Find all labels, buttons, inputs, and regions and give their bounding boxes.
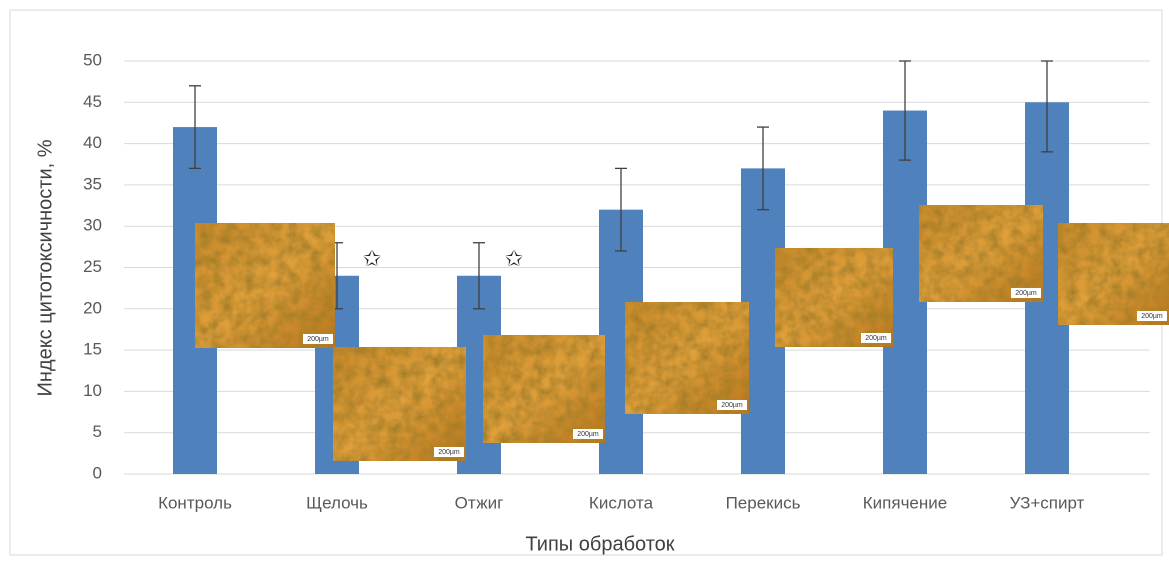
error-bar xyxy=(189,85,201,170)
x-tick-label: Щелочь xyxy=(306,493,368,512)
x-tick-label: УЗ+спирт xyxy=(1010,493,1085,512)
significance-marker: ✩ xyxy=(505,246,523,271)
scale-label: 200µm xyxy=(577,431,599,438)
scale-label: 200µm xyxy=(307,336,329,343)
micrograph xyxy=(919,205,1043,302)
scale-label-bg xyxy=(434,447,464,457)
y-tick-label: 25 xyxy=(83,257,102,276)
x-axis-label: Типы обработок xyxy=(525,533,674,555)
error-bar xyxy=(757,126,769,211)
micrograph xyxy=(1058,223,1169,325)
y-tick-label: 5 xyxy=(93,422,102,441)
error-bar xyxy=(899,60,911,161)
x-tick-label: Контроль xyxy=(158,493,232,512)
error-bar xyxy=(1041,60,1053,153)
micrograph xyxy=(333,347,466,461)
scale-label: 200µm xyxy=(721,402,743,409)
micrograph xyxy=(775,248,893,347)
y-tick-label: 35 xyxy=(83,174,102,193)
y-tick-label: 15 xyxy=(83,340,102,359)
x-tick-label: Перекись xyxy=(726,493,801,512)
significance-marker: ✩ xyxy=(363,246,381,271)
scale-label-bg xyxy=(1137,311,1167,321)
y-tick-label: 50 xyxy=(83,50,102,69)
x-tick-label: Кипячение xyxy=(863,493,947,512)
x-tick-label: Отжиг xyxy=(455,493,504,512)
y-axis-label: Индекс цитотоксичности, % xyxy=(34,139,56,396)
scale-label: 200µm xyxy=(438,449,460,456)
micrograph xyxy=(625,302,749,414)
scale-label-bg xyxy=(303,334,333,344)
scale-label-bg xyxy=(573,429,603,439)
error-bar xyxy=(615,167,627,252)
micrograph xyxy=(195,223,335,348)
scale-label-bg xyxy=(1011,288,1041,298)
scale-label: 200µm xyxy=(1141,313,1163,320)
y-tick-label: 0 xyxy=(93,463,102,482)
y-tick-label: 20 xyxy=(83,298,102,317)
error-bar xyxy=(473,242,485,310)
scale-label-bg xyxy=(717,400,747,410)
y-tick-label: 40 xyxy=(83,133,102,152)
y-tick-label: 30 xyxy=(83,216,102,235)
micrograph xyxy=(483,335,605,443)
y-tick-label: 45 xyxy=(83,92,102,111)
scale-label: 200µm xyxy=(1015,290,1037,297)
x-tick-label: Кислота xyxy=(589,493,654,512)
scale-label-bg xyxy=(861,333,891,343)
scale-label: 200µm xyxy=(865,335,887,342)
y-tick-label: 10 xyxy=(83,381,102,400)
